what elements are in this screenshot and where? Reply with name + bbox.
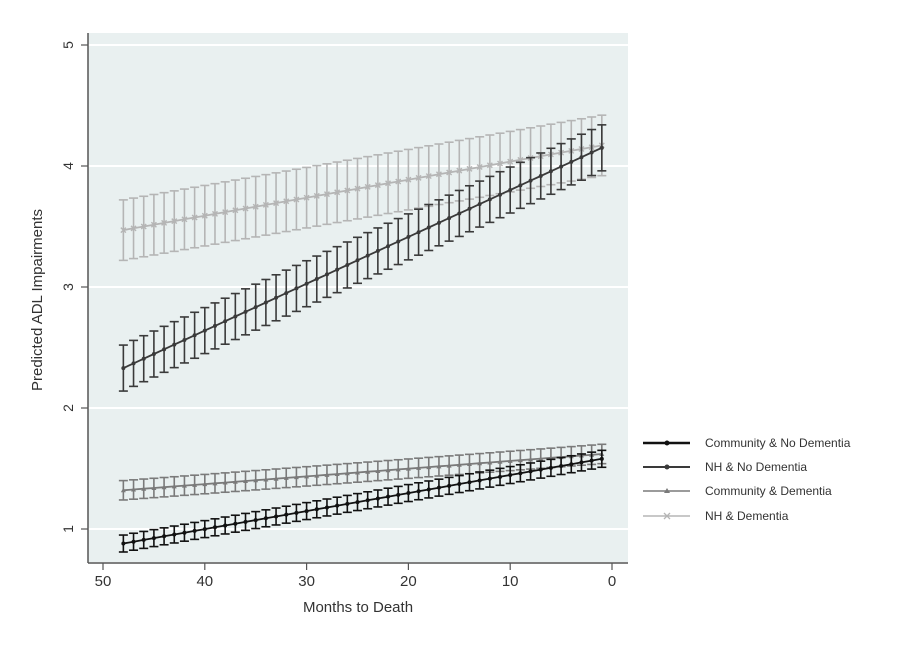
x-tick-label: 40 <box>196 573 213 590</box>
y-tick-label: 4 <box>60 162 76 170</box>
y-tick-label: 1 <box>60 525 76 533</box>
legend-label: Community & Dementia <box>705 484 832 498</box>
legend-item: NH & No Dementia <box>643 460 807 474</box>
x-tick-label: 0 <box>608 573 616 590</box>
series-nh-no-dementia <box>118 124 607 392</box>
y-tick-label: 3 <box>60 283 76 291</box>
x-tick-label: 10 <box>502 573 519 590</box>
dot-marker-icon <box>664 464 670 470</box>
y-tick-label: 2 <box>60 404 76 412</box>
data-series <box>118 114 607 553</box>
legend-label: NH & Dementia <box>705 509 789 523</box>
legend: Community & No Dementia NH & No Dementia C… <box>643 436 851 523</box>
x-axis-label: Months to Death <box>303 599 413 616</box>
dot-marker-icon <box>664 440 670 446</box>
axes: 1 2 3 4 5 50 40 30 20 10 0 <box>60 33 628 590</box>
y-axis-label: Predicted ADL Impairments <box>29 209 46 391</box>
legend-label: NH & No Dementia <box>705 460 807 474</box>
legend-label: Community & No Dementia <box>705 436 851 450</box>
triangle-marker-icon <box>664 488 670 493</box>
x-tick-label: 30 <box>298 573 315 590</box>
series-community-no-dementia <box>118 449 607 553</box>
legend-item: Community & Dementia <box>643 484 832 498</box>
legend-item: NH & Dementia <box>643 509 789 523</box>
y-tick-label: 5 <box>60 41 76 49</box>
x-tick-label: 20 <box>400 573 417 590</box>
legend-item: Community & No Dementia <box>643 436 851 450</box>
x-tick-label: 50 <box>95 573 112 590</box>
x-marker-icon <box>663 512 671 520</box>
